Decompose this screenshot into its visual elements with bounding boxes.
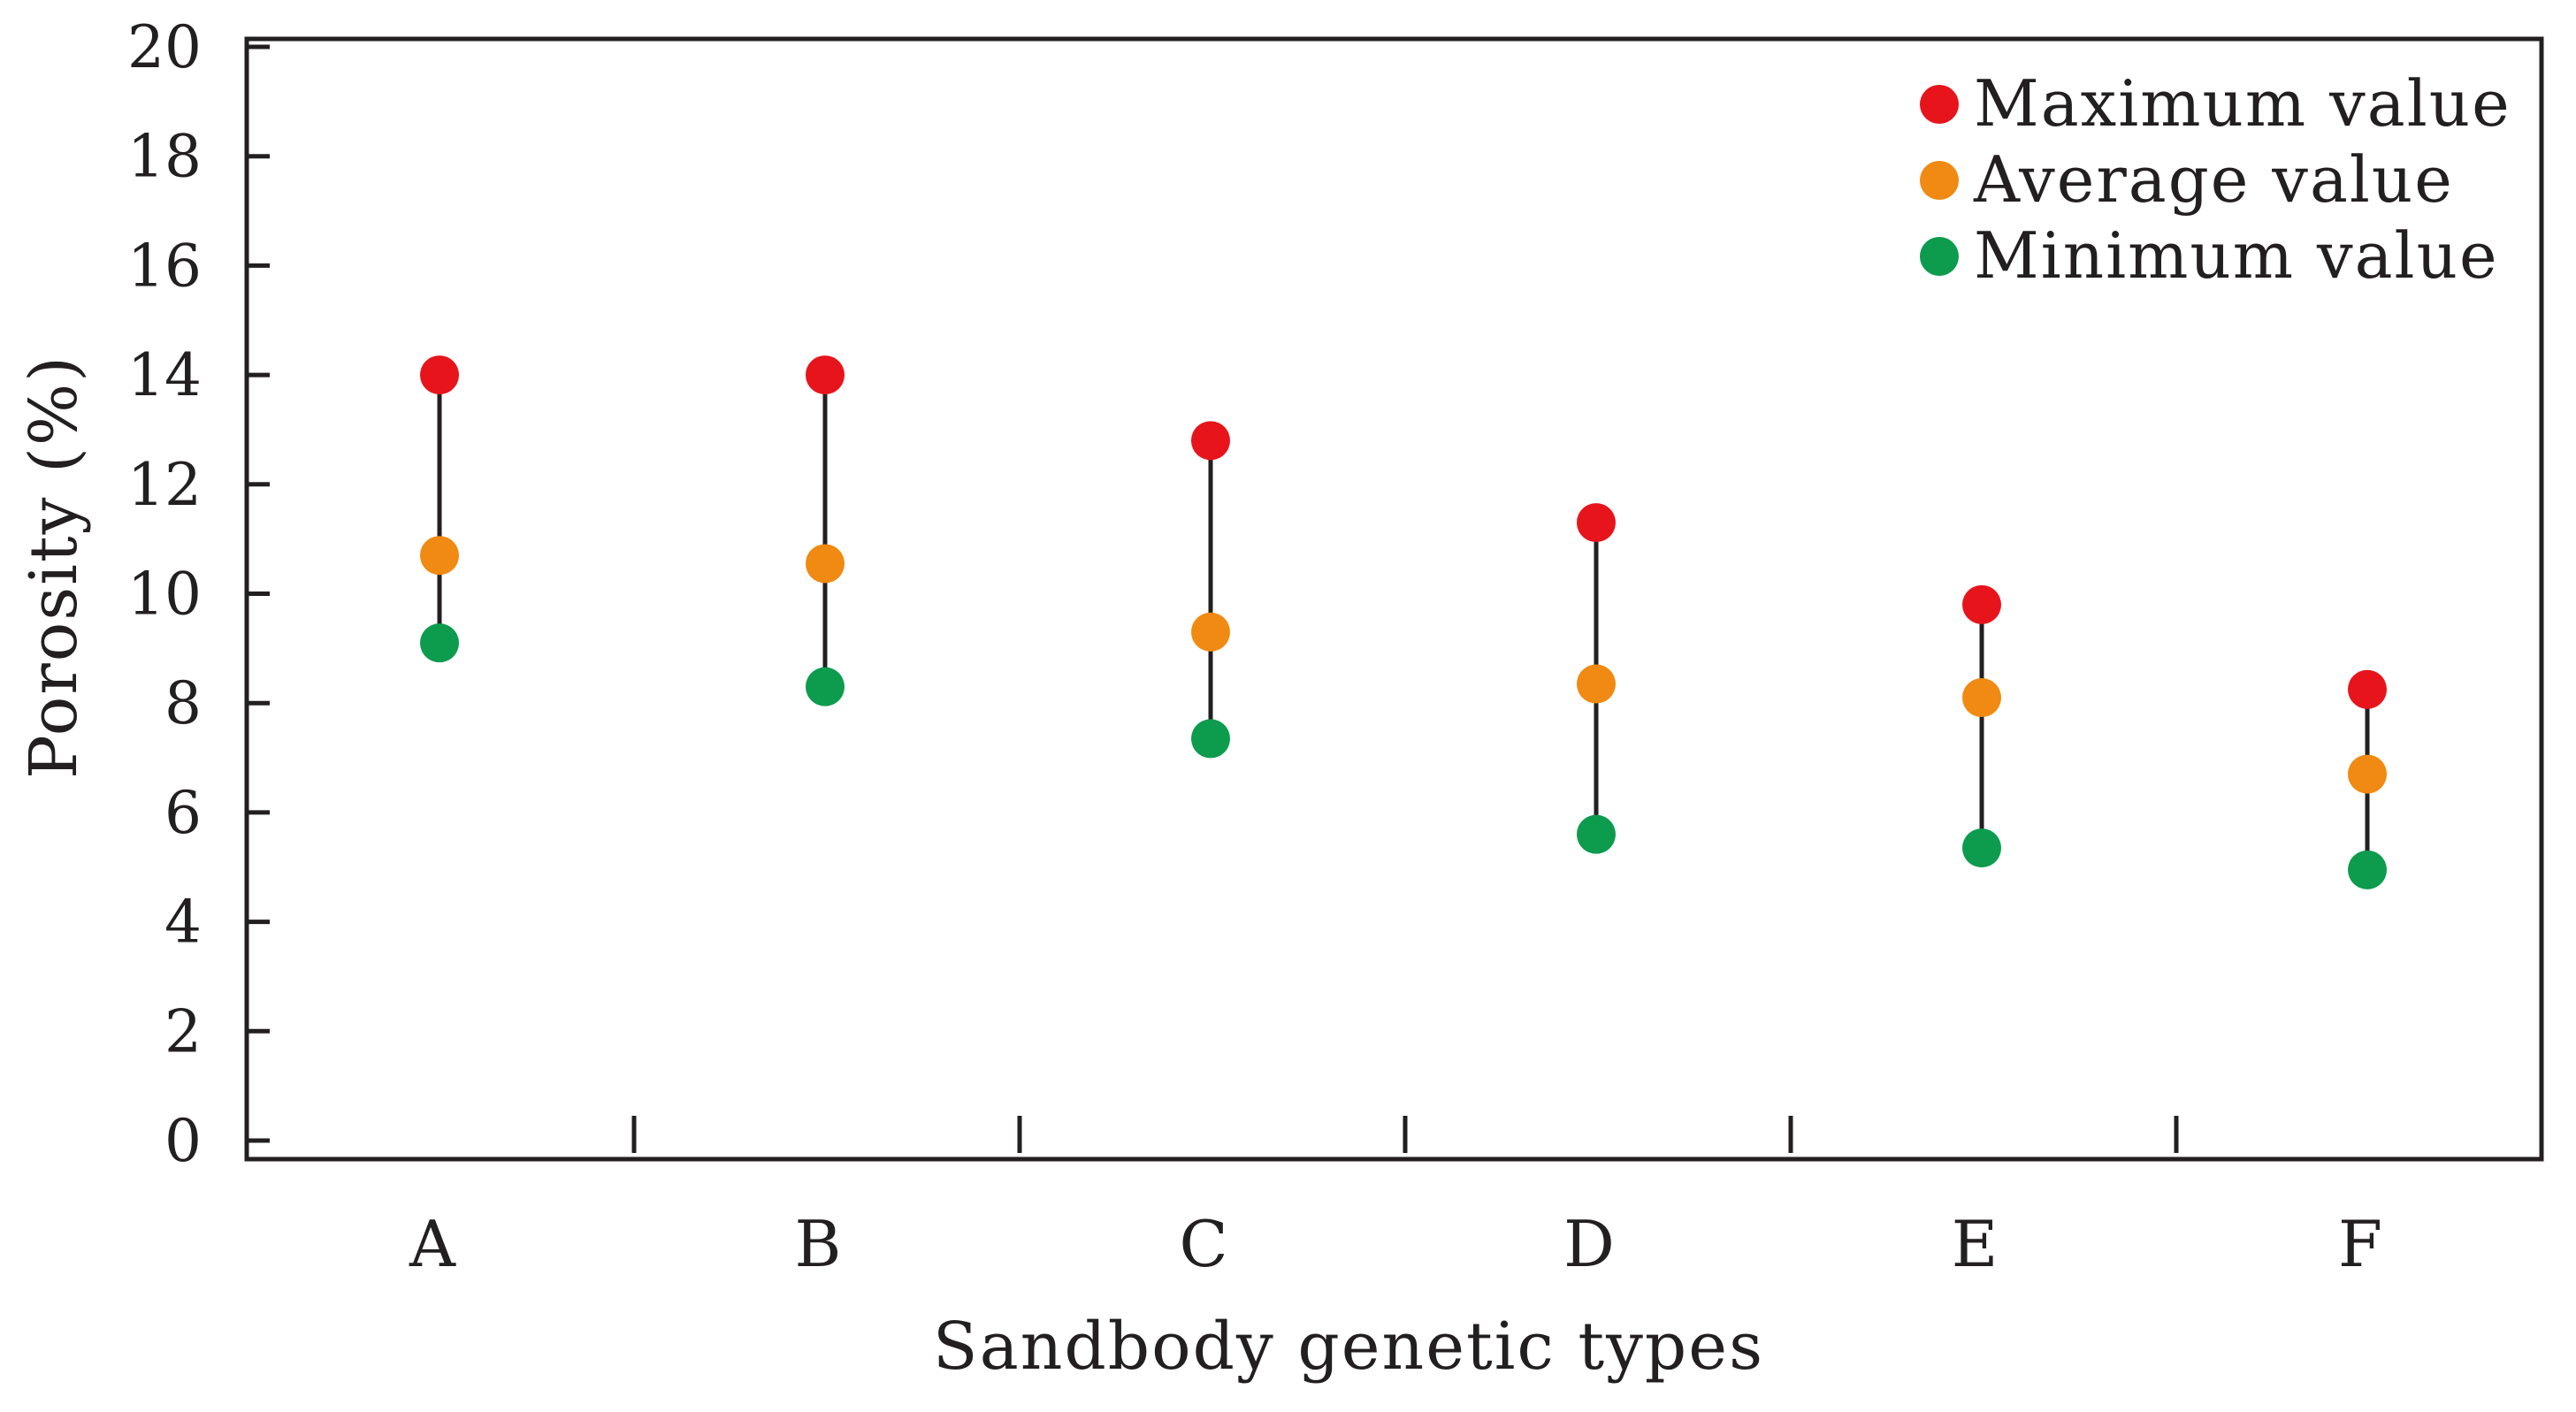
y-tick-label: 20 [127,13,202,81]
y-tick-label: 8 [164,669,202,737]
x-tick-label: C [1179,1207,1227,1281]
y-tick-label: 12 [127,451,202,519]
x-tick-label: D [1563,1207,1615,1281]
minimum-value-point [806,667,845,706]
plot-frame [244,36,2544,1162]
y-tick-label: 18 [127,123,202,191]
maximum-value-point [2348,669,2387,709]
x-tick-label: E [1952,1207,1999,1281]
average-value-point [1191,612,1230,652]
maximum-value-point [806,355,845,395]
data-points [420,355,2387,889]
legend-label: Minimum value [1974,218,2499,293]
x-axis-category-labels: A B C D E F [409,1207,2382,1281]
y-tick-label: 10 [127,561,202,629]
y-tick-label: 4 [164,889,202,957]
maximum-value-point [420,355,459,395]
minimum-value-point [1962,828,2001,868]
y-tick-label: 0 [164,1107,202,1175]
y-axis-title: Porosity (%) [16,355,92,779]
average-value-point [420,536,459,576]
legend-marker [1920,237,1959,276]
x-tick-label: B [795,1207,842,1281]
legend-label: Maximum value [1974,66,2511,141]
legend-marker [1920,161,1959,200]
maximum-value-point [1962,584,2001,624]
x-tick-label: A [409,1207,456,1281]
minimum-value-point [420,623,459,663]
maximum-value-point [1577,503,1616,543]
average-value-point [1577,664,1616,704]
y-tick-label: 16 [127,232,202,300]
y-tick-label: 14 [127,341,202,409]
y-axis-ticks: 0 2 4 6 8 10 12 14 16 18 20 [127,13,270,1175]
x-axis-title: Sandbody genetic types [933,1309,1764,1385]
legend-marker [1920,85,1959,124]
maximum-value-point [1191,421,1230,461]
average-value-point [1962,678,2001,718]
minimum-value-point [2348,850,2387,889]
y-tick-label: 6 [164,779,202,847]
x-tick-label: F [2338,1207,2382,1281]
minimum-value-point [1191,719,1230,759]
average-value-point [2348,754,2387,794]
legend-label: Average value [1973,142,2454,217]
average-value-point [806,544,845,584]
y-tick-label: 2 [164,997,202,1065]
minimum-value-point [1577,814,1616,854]
x-axis-separators [631,1116,2179,1153]
